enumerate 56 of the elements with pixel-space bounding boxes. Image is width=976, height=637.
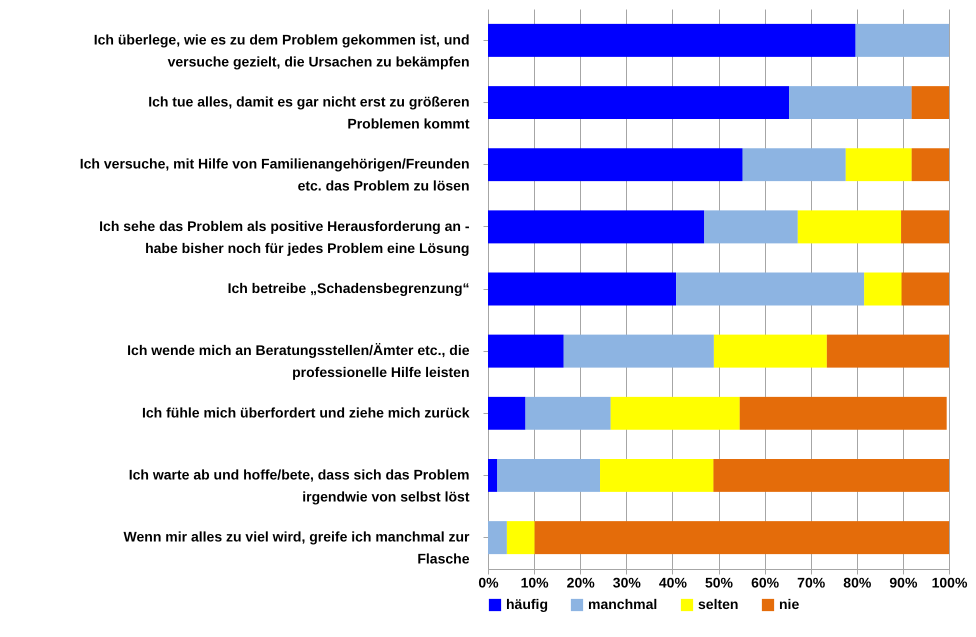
bar [488, 521, 507, 554]
bar [901, 210, 949, 244]
x-tick-label: 40% [658, 574, 688, 590]
bar [902, 272, 949, 306]
y-tick-label: Ich tue alles, damit es gar nicht erst zu größeren Problemen kommt [148, 94, 470, 132]
bar [497, 458, 600, 492]
bar [704, 210, 798, 244]
bar [676, 272, 864, 306]
bar [740, 396, 947, 430]
bar [488, 86, 790, 120]
bar [488, 210, 704, 244]
y-tick-label: Ich sehe das Problem als positive Herausforderung an - habe bisher noch für jedes Problem eine Lösung [99, 218, 470, 256]
y-tick-label: Ich betreibe „Schadensbegrenzung“ [228, 280, 470, 296]
legend-label: nie [779, 596, 800, 612]
bar [826, 334, 949, 368]
y-tick-label: Wenn mir alles zu viel wird, greife ich manchmal zur Flasche [124, 528, 470, 567]
bar [525, 396, 611, 430]
bar [864, 272, 902, 306]
bar [855, 24, 949, 57]
y-tick-label: Ich wende mich an Beratungsstellen/Ämter etc., die professionelle Hilfe leisten [127, 342, 470, 380]
legend-label: manchmal [588, 596, 658, 612]
bar [798, 210, 902, 244]
bar [912, 86, 949, 120]
x-tick-label: 100% [932, 574, 968, 590]
bar [488, 458, 498, 492]
bar [488, 396, 526, 430]
bar [789, 86, 912, 120]
bar [742, 148, 846, 182]
y-tick-label: Ich überlege, wie es zu dem Problem gekommen ist, und versuche gezielt, die Ursachen zu bekämpfen [94, 31, 470, 70]
x-tick-label: 50% [704, 574, 734, 590]
bar [488, 24, 856, 57]
bar [600, 458, 714, 492]
x-tick-label: 70% [797, 574, 826, 590]
x-tick-label: 90% [889, 574, 918, 590]
bar [714, 334, 827, 368]
y-tick-label: Ich warte ab und hoffe/bete, dass sich das Problem irgendwie von selbst löst [128, 466, 470, 504]
x-tick-label: 30% [612, 574, 642, 590]
bar [912, 148, 949, 182]
bar [610, 396, 740, 430]
bar [506, 521, 535, 554]
x-tick-label: 10% [520, 574, 550, 590]
y-tick-label: Ich versuche, mit Hilfe von Familienangehörigen/Freunden etc. das Problem zu lösen [80, 156, 470, 194]
bar [846, 148, 912, 182]
bar [564, 334, 714, 368]
legend-label: selten [698, 596, 738, 612]
y-tick-label: Ich fühle mich überfordert und ziehe mich zurück [142, 404, 470, 420]
x-tick-label: 0% [478, 574, 500, 590]
legend-label: häufig [506, 596, 548, 612]
bar [488, 272, 676, 306]
bar [488, 148, 742, 182]
x-tick-label: 80% [843, 574, 872, 590]
x-tick-label: 60% [751, 574, 780, 590]
bar [713, 458, 949, 492]
x-tick-label: 20% [566, 574, 596, 590]
bar [534, 521, 949, 554]
bar [488, 334, 564, 368]
